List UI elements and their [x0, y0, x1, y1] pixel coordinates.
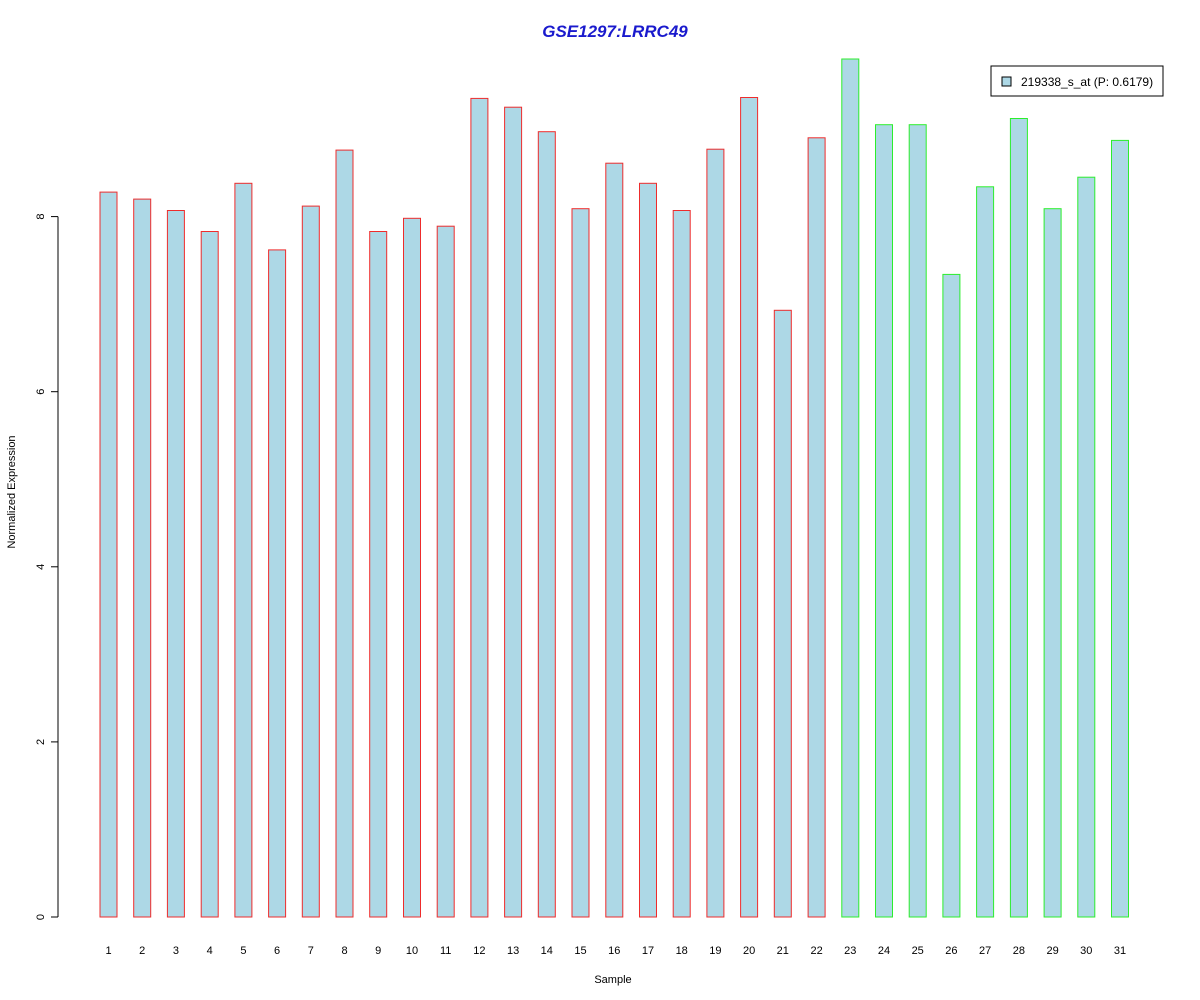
bar-sample-31	[1111, 139, 1129, 918]
bar-sample-15	[571, 208, 590, 918]
x-tick-label: 12	[473, 945, 485, 957]
bar-sample-8	[335, 149, 354, 918]
x-tick-label: 22	[810, 945, 822, 957]
y-tick-label: 0	[35, 914, 47, 920]
x-tick-label: 9	[375, 945, 381, 957]
x-tick-label: 6	[274, 945, 280, 957]
x-tick-label: 21	[777, 945, 789, 957]
x-tick-label: 13	[507, 945, 519, 957]
x-tick-label: 23	[844, 945, 856, 957]
x-tick-label: 19	[709, 945, 721, 957]
bar-sample-28	[1009, 118, 1028, 918]
bar-sample-19	[706, 148, 725, 918]
bar-sample-12	[470, 97, 489, 918]
bar-sample-24	[875, 124, 893, 918]
bar-sample-13	[504, 106, 523, 918]
y-tick-label: 2	[35, 739, 47, 745]
x-tick-label: 25	[912, 945, 924, 957]
x-tick-label: 30	[1080, 945, 1092, 957]
bar-sample-11	[436, 225, 455, 918]
bar-sample-20	[740, 97, 759, 918]
legend-label: 219338_s_at (P: 0.6179)	[1021, 75, 1153, 89]
legend-box	[990, 65, 1164, 97]
bar-sample-7	[301, 205, 320, 918]
bar-sample-10	[403, 217, 421, 918]
chart-title: GSE1297:LRRC49	[542, 22, 688, 41]
x-tick-label: 1	[105, 945, 111, 957]
x-tick-label: 14	[541, 945, 553, 957]
bar-sample-4	[200, 231, 219, 918]
legend-swatch	[1001, 76, 1012, 87]
bar-sample-22	[807, 137, 826, 918]
bar-sample-3	[166, 210, 185, 918]
x-tick-label: 11	[440, 945, 451, 957]
x-tick-label: 31	[1114, 945, 1126, 957]
x-tick-label: 15	[574, 945, 586, 957]
x-tick-label: 17	[642, 945, 654, 957]
bar-sample-27	[976, 186, 995, 918]
bar-sample-6	[268, 249, 287, 918]
x-tick-label: 26	[945, 945, 957, 957]
bar-sample-1	[99, 191, 118, 918]
bar-sample-2	[133, 198, 152, 918]
x-tick-label: 7	[308, 945, 314, 957]
x-tick-labels: 1 2 3 4 5 6 7 8 9 10 11 12 13 14 15 16 17 18 19 20 21 22 23 24 2…	[105, 945, 1126, 957]
x-tick-label: 3	[173, 945, 179, 957]
x-tick-label: 8	[341, 945, 347, 957]
bar-sample-21	[773, 309, 792, 918]
bar-sample-9	[369, 231, 388, 918]
y-tick-label: 4	[35, 564, 47, 570]
legend: 219338_s_at (P: 0.6179)	[990, 65, 1164, 97]
bar-sample-5	[234, 182, 253, 918]
bar-sample-25	[908, 124, 927, 918]
y-axis: 0 2 4 6 8	[35, 214, 59, 920]
x-tick-label: 20	[743, 945, 755, 957]
bar-sample-17	[639, 182, 657, 918]
bars-group	[99, 58, 1129, 918]
x-tick-label: 27	[979, 945, 991, 957]
bar-sample-14	[537, 131, 556, 918]
x-tick-label: 2	[139, 945, 145, 957]
bar-sample-26	[942, 273, 961, 918]
x-tick-label: 5	[240, 945, 246, 957]
x-tick-label: 29	[1046, 945, 1058, 957]
bar-sample-18	[672, 210, 691, 918]
x-tick-label: 24	[878, 945, 890, 957]
bar-sample-30	[1077, 176, 1096, 918]
x-tick-label: 18	[676, 945, 688, 957]
x-tick-label: 10	[406, 945, 418, 957]
x-tick-label: 28	[1013, 945, 1025, 957]
bar-sample-16	[605, 162, 624, 918]
bar-sample-23	[841, 58, 860, 918]
x-axis-label: Sample	[594, 974, 631, 986]
x-tick-label: 4	[207, 945, 213, 957]
bar-sample-29	[1043, 208, 1062, 918]
x-tick-label: 16	[608, 945, 620, 957]
y-tick-label: 8	[35, 214, 47, 220]
y-axis-label: Normalized Expression	[6, 435, 18, 548]
y-tick-label: 6	[35, 389, 47, 395]
